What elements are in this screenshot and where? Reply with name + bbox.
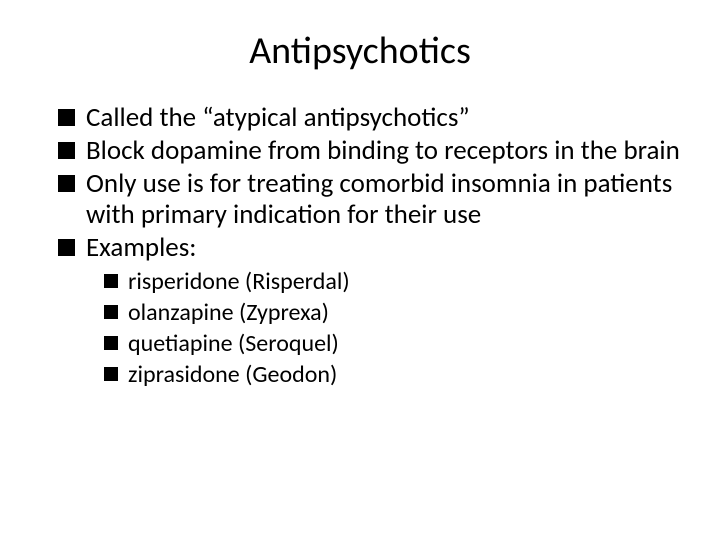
bullet-text: Block dopamine from binding to receptors… [86,134,680,167]
sub-bullet-text: quetiapine (Seroquel) [128,329,339,358]
sub-bullet-item: quetiapine (Seroquel) [104,329,680,359]
bullet-item: Examples: risperidone (Risperdal) olanza… [58,232,680,390]
sub-bullet-item: olanzapine (Zyprexa) [104,298,680,328]
bullet-list: Called the “atypical antipsychotics” Blo… [58,102,680,390]
bullet-item: Only use is for treating comorbid insomn… [58,168,680,230]
bullet-text: Examples: [86,231,197,264]
sub-bullet-text: ziprasidone (Geodon) [128,360,337,389]
sub-bullet-item: risperidone (Risperdal) [104,267,680,297]
slide: Antipsychotics Called the “atypical anti… [0,28,720,540]
slide-content: Called the “atypical antipsychotics” Blo… [0,102,720,390]
bullet-item: Block dopamine from binding to receptors… [58,135,680,166]
sub-bullet-list: risperidone (Risperdal) olanzapine (Zypr… [86,267,680,390]
sub-bullet-text: risperidone (Risperdal) [128,267,350,296]
bullet-text: Only use is for treating comorbid insomn… [86,167,672,231]
sub-bullet-item: ziprasidone (Geodon) [104,360,680,390]
bullet-item: Called the “atypical antipsychotics” [58,102,680,133]
sub-bullet-text: olanzapine (Zyprexa) [128,298,329,327]
bullet-text: Called the “atypical antipsychotics” [86,101,470,134]
slide-title: Antipsychotics [0,28,720,74]
